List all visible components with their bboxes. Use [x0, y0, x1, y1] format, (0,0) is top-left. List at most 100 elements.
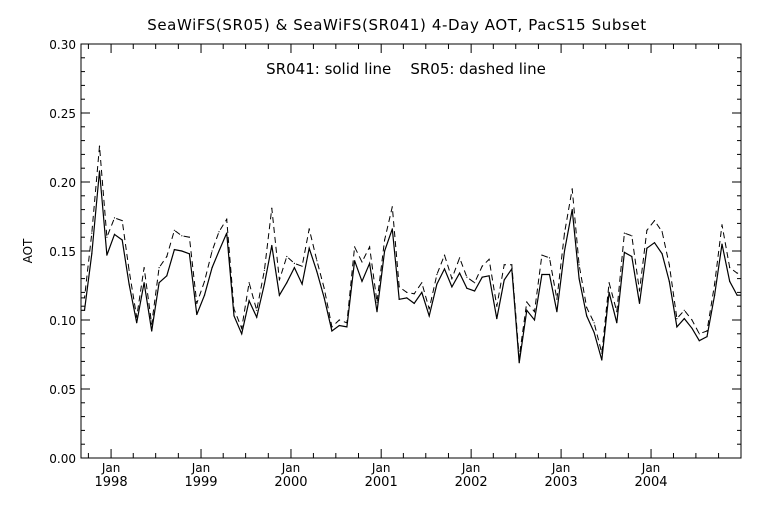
chart-title: SeaWiFS(SR05) & SeaWiFS(SR041) 4-Day AOT…: [147, 16, 647, 34]
data-point-solid: [556, 311, 558, 313]
data-point-solid: [436, 283, 438, 285]
data-point-solid: [631, 255, 633, 258]
data-point-solid: [188, 253, 190, 255]
data-point-dashed: [496, 305, 498, 307]
data-point-solid: [323, 297, 325, 299]
data-point-solid: [248, 300, 250, 302]
data-point-dashed: [593, 322, 595, 324]
data-point-dashed: [346, 322, 348, 324]
data-point-dashed: [638, 290, 641, 292]
data-point-solid: [376, 311, 378, 313]
data-point-solid: [369, 262, 371, 264]
data-point-dashed: [518, 356, 520, 358]
y-tick-label: 0.05: [49, 383, 76, 397]
data-point-dashed: [196, 302, 198, 304]
x-tick-month-label: Jan: [101, 461, 121, 475]
data-point-solid: [286, 282, 288, 284]
data-point-dashed: [218, 231, 220, 233]
data-point-solid: [278, 294, 280, 296]
data-point-dashed: [488, 258, 490, 260]
data-point-solid: [346, 326, 348, 328]
data-point-dashed: [683, 309, 685, 311]
data-point-dashed: [436, 273, 438, 276]
data-point-dashed: [361, 261, 363, 263]
data-point-dashed: [166, 255, 168, 258]
data-point-dashed: [451, 278, 453, 280]
data-point-solid: [428, 315, 430, 317]
data-point-dashed: [83, 297, 86, 299]
data-point-dashed: [369, 246, 371, 248]
data-point-solid: [593, 331, 595, 333]
data-point-solid: [451, 286, 453, 288]
y-tick-label: 0.20: [49, 176, 76, 190]
data-point-solid: [203, 294, 206, 296]
data-point-dashed: [308, 228, 310, 230]
data-point-solid: [578, 278, 580, 280]
data-point-solid: [166, 275, 168, 277]
data-point-dashed: [481, 265, 483, 267]
data-point-dashed: [316, 260, 318, 262]
data-point-dashed: [571, 188, 573, 190]
data-point-dashed: [736, 272, 738, 274]
data-point-dashed: [121, 220, 123, 222]
data-point-dashed: [511, 264, 513, 266]
data-point-solid: [676, 326, 678, 328]
data-point-solid: [158, 282, 160, 284]
data-point-dashed: [646, 229, 648, 231]
data-point-dashed: [698, 333, 700, 335]
data-point-dashed: [338, 319, 340, 321]
data-point-solid: [233, 315, 235, 317]
data-point-solid: [691, 327, 693, 329]
data-point-dashed: [241, 327, 243, 329]
x-tick-month-label: Jan: [551, 461, 571, 475]
data-point-dashed: [211, 250, 213, 252]
data-point-solid: [98, 170, 101, 172]
series-dashed-polyline: [81, 146, 741, 358]
data-point-solid: [714, 294, 716, 296]
y-tick-label: 0.30: [49, 38, 76, 52]
data-point-dashed: [608, 282, 610, 284]
data-point-dashed: [233, 308, 235, 310]
data-point-dashed: [428, 308, 430, 310]
data-point-dashed: [98, 145, 101, 147]
data-point-solid: [256, 316, 258, 318]
data-point-solid: [459, 272, 461, 274]
data-point-dashed: [143, 267, 145, 269]
data-point-solid: [413, 302, 415, 304]
data-point-solid: [518, 362, 520, 364]
data-point-solid: [526, 309, 528, 311]
data-point-solid: [706, 336, 708, 338]
y-tick-label: 0.15: [49, 245, 76, 259]
data-point-solid: [196, 313, 198, 316]
series-solid-polyline: [81, 170, 741, 363]
data-point-solid: [128, 283, 130, 285]
data-point-solid: [503, 279, 505, 281]
data-point-dashed: [721, 224, 723, 226]
x-tick-year-label: 2002: [455, 475, 488, 490]
data-point-dashed: [158, 267, 160, 269]
data-point-solid: [548, 273, 551, 276]
x-tick-month-label: Jan: [281, 461, 301, 475]
data-point-solid: [308, 247, 310, 249]
data-point-solid: [398, 298, 400, 300]
data-point-solid: [533, 319, 536, 321]
data-point-dashed: [661, 231, 663, 233]
x-tick-year-label: 2003: [545, 475, 578, 490]
data-point-solid: [151, 330, 153, 332]
data-point-solid: [241, 333, 243, 335]
data-point-dashed: [331, 326, 333, 328]
data-point-dashed: [391, 206, 393, 208]
data-point-dashed: [203, 280, 206, 282]
data-point-solid: [646, 247, 648, 249]
data-point-dashed: [181, 235, 183, 237]
data-point-dashed: [631, 235, 633, 237]
data-point-dashed: [128, 269, 130, 271]
data-point-dashed: [226, 218, 228, 220]
y-axis-ticks: 0.00 0.05 0.10 0.15 0.20 0.25 0.30: [49, 38, 741, 466]
data-point-solid: [136, 322, 138, 324]
data-point-solid: [481, 276, 483, 278]
data-point-solid: [143, 282, 145, 284]
x-tick-month-label: Jan: [641, 461, 661, 475]
line-style-annotation: SR041: solid line SR05: dashed line: [266, 60, 546, 78]
